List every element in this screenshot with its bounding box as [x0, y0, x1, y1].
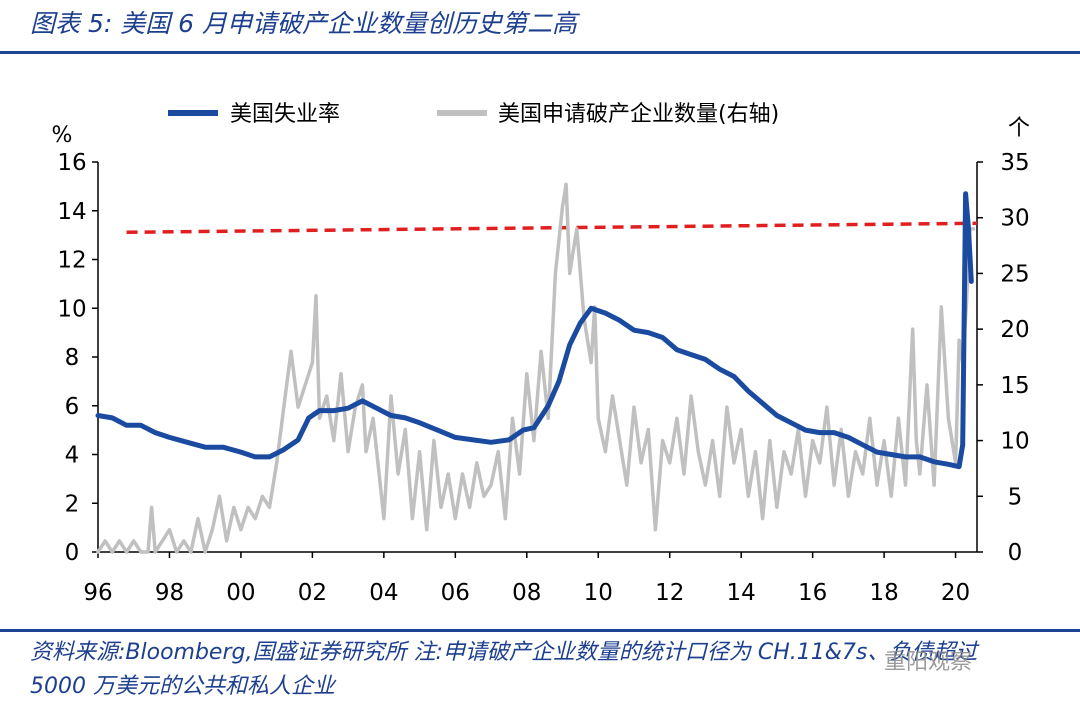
right-axis-unit: 个 — [1008, 116, 1030, 141]
left-tick-label: 16 — [57, 150, 86, 176]
left-tick-label: 8 — [65, 345, 80, 371]
x-tick-label: 20 — [941, 580, 970, 606]
right-tick-label: 35 — [1000, 150, 1029, 176]
left-tick-label: 6 — [65, 394, 80, 420]
x-tick-label: 14 — [727, 580, 756, 606]
x-tick-label: 18 — [869, 580, 898, 606]
axes — [97, 162, 978, 553]
x-tick-label: 10 — [584, 580, 613, 606]
legend-label-bankruptcies: 美国申请破产企业数量(右轴) — [498, 102, 779, 127]
unemployment-rate-line — [95, 191, 974, 470]
legend: 美国失业率 美国申请破产企业数量(右轴) — [168, 102, 779, 127]
x-tick-label: 08 — [512, 580, 541, 606]
left-tick-label: 10 — [57, 296, 86, 322]
left-axis-ticks: 0 2 4 6 8 10 12 14 16 — [57, 150, 98, 566]
left-tick-label: 4 — [65, 443, 80, 469]
x-tick-label: 00 — [226, 580, 255, 606]
bankruptcy-count-line — [96, 182, 976, 554]
reference-line — [126, 221, 978, 235]
reference-line-layer — [126, 221, 978, 235]
right-tick-label: 25 — [1000, 261, 1029, 287]
watermark: 重阳观察 — [884, 650, 973, 675]
right-tick-label: 15 — [1000, 373, 1029, 399]
x-axis-ticks: 96 98 00 02 04 06 08 10 12 14 16 18 20 — [83, 552, 970, 606]
chart-title: 图表 5: 美国 6 月申请破产企业数量创历史第二高 — [30, 9, 578, 38]
left-tick-label: 12 — [57, 248, 86, 274]
footer-divider — [0, 629, 1080, 632]
left-tick-label: 14 — [57, 199, 86, 225]
right-tick-label: 5 — [1008, 484, 1023, 510]
source-note: 资料来源:Bloomberg,国盛证券研究所 注:申请破产企业数量的统计口径为 … — [30, 640, 978, 699]
x-tick-label: 16 — [798, 580, 827, 606]
right-tick-label: 0 — [1008, 540, 1023, 566]
right-tick-label: 10 — [1000, 429, 1029, 455]
chart-area: 96 98 00 02 04 06 08 10 12 14 16 18 20 0246810121416… — [52, 102, 1030, 606]
right-tick-label: 30 — [1000, 206, 1029, 232]
left-axis-unit: % — [52, 123, 73, 148]
x-tick-label: 98 — [155, 580, 184, 606]
left-tick-label: 0 — [65, 540, 80, 566]
right-tick-label: 20 — [1000, 317, 1029, 343]
left-tick-label: 2 — [65, 491, 80, 517]
x-tick-label: 06 — [441, 580, 470, 606]
x-tick-label: 12 — [655, 580, 684, 606]
legend-label-unemployment: 美国失业率 — [230, 102, 340, 127]
x-tick-label: 96 — [83, 580, 112, 606]
header-divider — [0, 51, 1080, 54]
series-layer — [95, 182, 976, 554]
x-tick-label: 04 — [369, 580, 398, 606]
x-tick-label: 02 — [298, 580, 327, 606]
right-axis-ticks: 0 5 10 15 20 25 30 35 — [977, 150, 1030, 566]
